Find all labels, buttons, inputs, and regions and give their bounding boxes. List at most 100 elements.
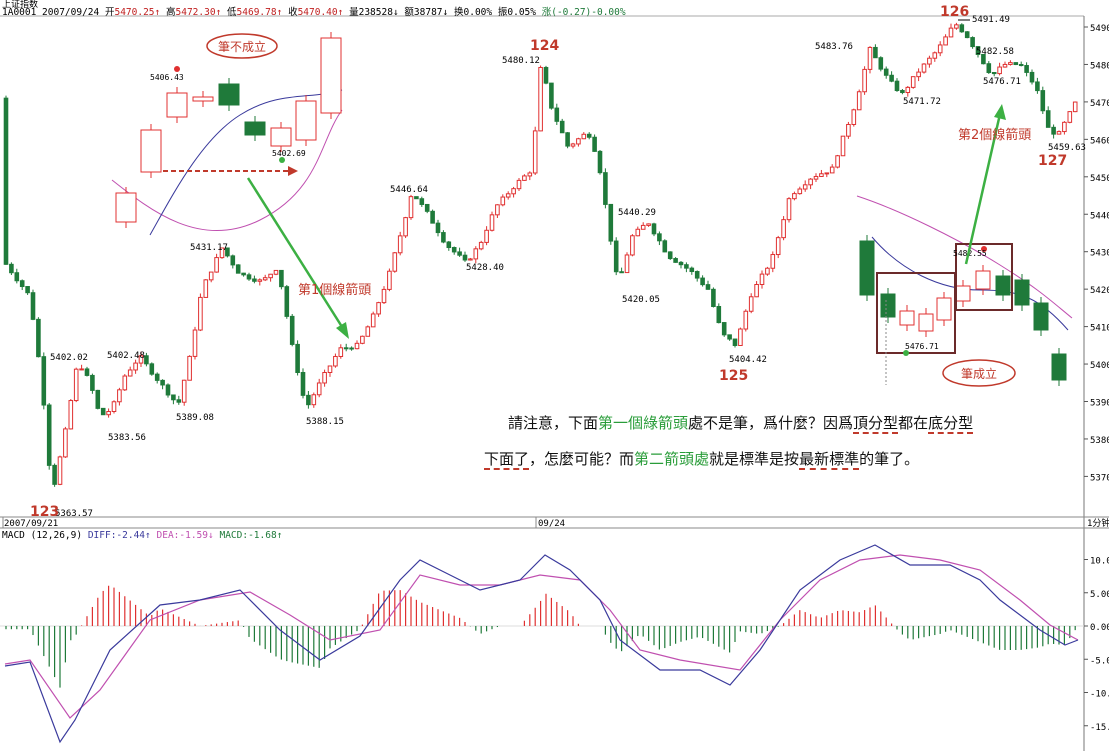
price-label: 5482.58	[976, 47, 1014, 57]
quote-bar: 1A0001 2007/09/24 开5470.25↑ 高5472.30↑ 低5…	[2, 7, 626, 18]
y-tick-label: 5400.	[1090, 361, 1109, 371]
candle-body	[3, 97, 9, 265]
first-arrow-label: 第1個線箭頭	[298, 282, 371, 298]
candle-body	[570, 143, 576, 147]
note-text: 處不是筆，爲什麼？因爲	[688, 414, 854, 432]
candle-body	[192, 96, 214, 102]
candle-body	[354, 342, 360, 350]
candle-body	[165, 384, 171, 396]
candle-body	[840, 135, 846, 157]
candle-body	[489, 214, 495, 231]
candle-body	[859, 240, 875, 296]
y-tick-label: 5390.	[1090, 399, 1109, 409]
candle-body	[608, 203, 614, 242]
candle-body	[397, 235, 403, 254]
chart-frame: 2007/09/21 09/24 1分钟	[0, 15, 1109, 751]
candle-body	[181, 379, 187, 403]
price-label: 5428.40	[466, 263, 504, 273]
candle-body	[9, 263, 14, 274]
dea-line	[111, 109, 343, 231]
candle-body	[187, 355, 192, 381]
candle-body	[84, 368, 90, 376]
candle-body	[835, 155, 840, 168]
y-tick-label: 5440.	[1090, 211, 1109, 221]
candle-body	[819, 173, 824, 177]
y-tick-label: 5460.	[1090, 136, 1109, 146]
candle-body	[959, 24, 965, 33]
candle-body	[435, 222, 441, 234]
candle-body	[689, 267, 695, 273]
high-value: 5472.30	[175, 7, 216, 18]
candle-body	[613, 240, 619, 273]
candle-body	[262, 277, 268, 281]
dea-label: DEA:	[156, 530, 180, 541]
candle-body	[543, 66, 549, 84]
candle-body	[218, 83, 240, 106]
up-arrow-icon: ↑	[276, 530, 283, 541]
candle-body	[370, 313, 376, 328]
candle-body	[511, 188, 516, 195]
candle-body	[198, 296, 203, 331]
macd-label: MACD:	[219, 530, 249, 541]
candle-body	[603, 172, 608, 205]
candle-body	[241, 272, 246, 276]
price-axis: 5490. 5480. 5470. 5460. 5450. 5440. 5430. 5420.…	[1084, 24, 1109, 733]
candle-body	[516, 179, 522, 190]
macd-tick-label: 10.0	[1090, 557, 1109, 567]
candle-body	[1013, 62, 1019, 66]
candle-body	[873, 46, 878, 59]
candle-body	[964, 31, 970, 39]
candle-body	[306, 394, 311, 406]
macd-tick-label: -5.0	[1090, 656, 1109, 666]
amount-value: 38787	[413, 7, 443, 18]
date-label: 09/24	[538, 519, 565, 529]
candle-body	[899, 310, 915, 326]
annotation-arrows: 第1個線箭頭 第2個線箭頭	[246, 104, 1031, 339]
diff-value: -2.44	[116, 530, 146, 541]
candle-body	[716, 306, 722, 324]
candle-body	[446, 241, 452, 249]
price-label: 5480.12	[502, 56, 540, 66]
label-ellipse	[206, 33, 278, 59]
candle-body	[880, 293, 896, 318]
turnover-label: 换	[454, 7, 464, 18]
candle-body	[824, 172, 830, 175]
candle-body	[171, 394, 176, 401]
candle-body	[387, 270, 392, 290]
candle-body	[478, 241, 484, 250]
candle-body	[311, 394, 317, 406]
volume-label: 量	[349, 7, 359, 18]
candle-body	[46, 404, 52, 466]
candle-body	[138, 355, 144, 364]
down-arrow-icon: ↓	[442, 7, 449, 18]
candle-body	[1018, 64, 1024, 67]
candle-body	[662, 240, 668, 253]
candle-body	[991, 72, 997, 75]
candle-body	[813, 175, 819, 180]
price-label: 5363.57	[55, 509, 93, 519]
candle-body	[522, 175, 527, 181]
candle-body	[166, 92, 188, 118]
candle-body	[754, 284, 759, 298]
candle-body	[473, 248, 479, 260]
note-text: 就是標準是按	[709, 450, 800, 468]
candle-body	[918, 313, 934, 332]
note-bottom-fractal: 底分型	[928, 414, 974, 434]
candle-body	[468, 258, 473, 261]
candle-body	[295, 100, 317, 141]
note-text: ，怎麼可能？而	[529, 450, 635, 468]
candle-body	[192, 329, 198, 357]
candle-body	[300, 371, 306, 396]
candle-body	[279, 269, 284, 288]
note-text: 請注意，下面	[508, 414, 599, 432]
candle-body	[646, 223, 651, 226]
candle-body	[937, 44, 943, 54]
stroke-number-label: 123	[30, 504, 59, 520]
candle-body	[846, 123, 851, 137]
candle-body	[144, 355, 149, 365]
candle-body	[327, 365, 333, 374]
candle-body	[565, 132, 570, 147]
candle-body	[333, 355, 338, 367]
candle-body	[14, 272, 20, 282]
